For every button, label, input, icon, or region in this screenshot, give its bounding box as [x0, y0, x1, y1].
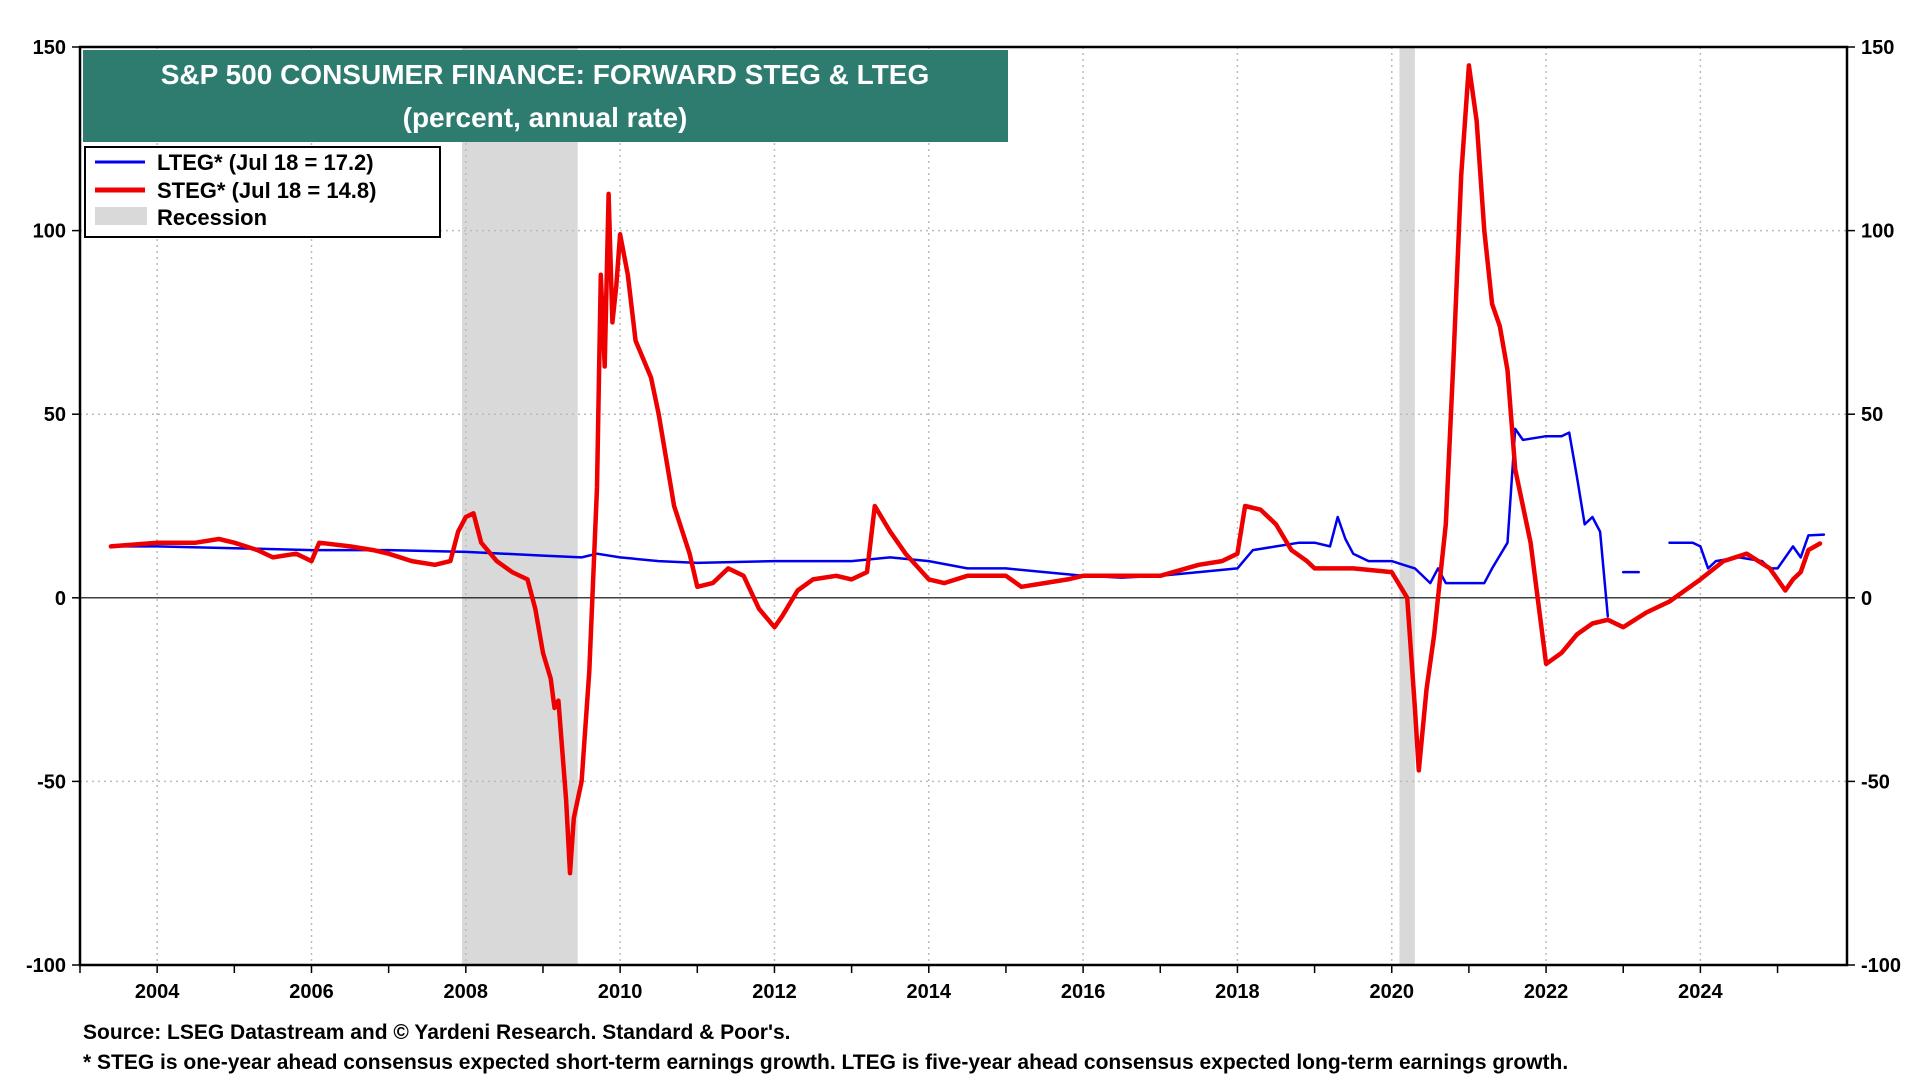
y-axis-right: 150 100 50 0 -50 -100: [1847, 37, 1901, 977]
y-right-tick-label-50: 50: [1861, 404, 1883, 426]
title-box: S&P 500 CONSUMER FINANCE: FORWARD STEG &…: [83, 50, 1008, 142]
y-right-tick-label--50: -50: [1861, 771, 1890, 793]
y-left-tick-label--100: -100: [26, 955, 66, 977]
y-axis-left: 150 100 50 0 -50 -100: [26, 37, 80, 977]
x-tick-label-2008: 2008: [444, 981, 489, 1003]
title-background: [83, 50, 1008, 142]
recession-band-0: [461, 47, 578, 965]
y-left-tick-label-0: 0: [55, 588, 66, 610]
y-left-tick-label-50: 50: [44, 404, 66, 426]
plot-frame: [78, 45, 1849, 967]
x-tick-label-2006: 2006: [289, 981, 334, 1003]
source-note: Source: LSEG Datastream and © Yardeni Re…: [83, 1021, 790, 1044]
y-left-tick-label-150: 150: [33, 37, 66, 59]
recession-band-1: [1399, 47, 1415, 965]
y-left-tick-label--50: -50: [37, 771, 66, 793]
series-line-steg-0: [108, 63, 1823, 876]
legend-label-recession: Recession: [157, 205, 267, 230]
x-tick-label-2024: 2024: [1678, 981, 1723, 1003]
series-line-lteg-0: [109, 427, 1610, 618]
footnote: * STEG is one-year ahead consensus expec…: [83, 1051, 1568, 1074]
y-right-tick-label-150: 150: [1861, 37, 1894, 59]
x-tick-label-2018: 2018: [1215, 981, 1260, 1003]
recession-bands: [461, 47, 1415, 965]
x-tick-label-2012: 2012: [752, 981, 797, 1003]
x-tick-label-2022: 2022: [1524, 981, 1569, 1003]
chart-title: S&P 500 CONSUMER FINANCE: FORWARD STEG &…: [161, 59, 930, 90]
chart-subtitle: (percent, annual rate): [403, 102, 688, 133]
x-tick-label-2004: 2004: [135, 981, 180, 1003]
x-tick-label-2020: 2020: [1369, 981, 1414, 1003]
legend: LTEG* (Jul 18 = 17.2) STEG* (Jul 18 = 14…: [84, 146, 441, 238]
series: [108, 63, 1826, 876]
legend-label-steg: STEG* (Jul 18 = 14.8): [157, 178, 376, 203]
y-left-tick-label-100: 100: [33, 221, 66, 243]
legend-swatch-recession: [95, 207, 147, 225]
legend-label-lteg: LTEG* (Jul 18 = 17.2): [157, 150, 374, 175]
y-right-tick-label-100: 100: [1861, 221, 1894, 243]
x-tick-label-2016: 2016: [1061, 981, 1106, 1003]
x-axis: 2004 2006 2008 2010 2012 2014 2016 2018 2020 2022…: [79, 965, 1779, 1003]
y-right-tick-label-0: 0: [1861, 588, 1872, 610]
y-right-tick-label--100: -100: [1861, 955, 1901, 977]
x-tick-label-2014: 2014: [907, 981, 952, 1003]
x-tick-label-2010: 2010: [598, 981, 643, 1003]
